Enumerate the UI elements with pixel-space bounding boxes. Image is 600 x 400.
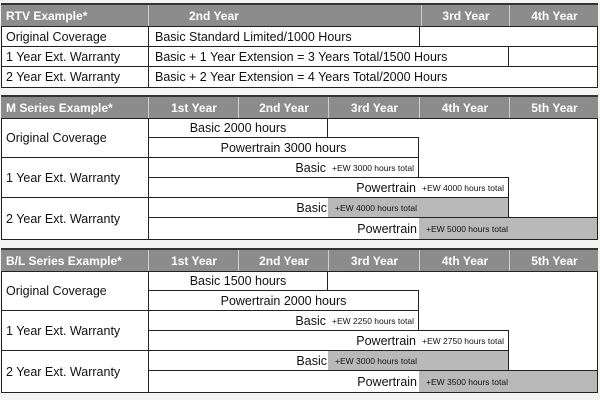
rtv-coverage-bar: Basic Standard Limited/1000 Hours [148,26,420,47]
m-ext1-label: 1 Year Ext. Warranty [1,157,149,198]
rtv-title: RTV Example* [6,8,88,23]
m-ext2-basic-bar: Basic +EW 4000 hours total [148,197,509,218]
rtv-year-2: 2nd Year [148,5,462,26]
bl-year-3: 3rd Year [328,250,420,271]
ew-label: +EW 2750 hours total [422,335,504,346]
ew-label: +EW 2250 hours total [332,315,414,326]
bl-year-1: 1st Year [148,250,239,271]
rtv-coverage-bar: Basic + 1 Year Extension = 3 Years Total… [148,46,509,67]
m-ext2-label: 2 Year Ext. Warranty [1,197,149,240]
ew-label: +EW 3500 hours total [426,376,508,387]
m-ext1-basic-bar: Basic +EW 3000 hours total [148,157,419,178]
m-ext2-powertrain-bar: Powertrain +EW 5000 hours total [148,217,598,240]
bl-year-2: 2nd Year [238,250,329,271]
rtv-empty-cell [419,26,598,47]
m-year-4: 4th Year [419,97,510,118]
m-year-3: 3rd Year [328,97,420,118]
m-powertrain-bar: Powertrain 3000 hours [148,137,419,158]
ew-label: +EW 3000 hours total [335,355,417,366]
rtv-row-label: 2 Year Ext. Warranty [1,66,149,88]
rtv-empty-cell [508,46,598,67]
rtv-row-label: Original Coverage [1,26,149,47]
bl-title: B/L Series Example* [6,253,122,268]
bl-ext1-powertrain-bar: Powertrain +EW 2750 hours total [148,330,509,351]
bl-ext1-label: 1 Year Ext. Warranty [1,310,149,351]
bl-header: B/L Series Example* 1st Year 2nd Year 3r… [1,248,598,271]
m-original-label: Original Coverage [1,118,149,158]
rtv-header: RTV Example* 2nd Year 3rd Year 4th Year [1,3,598,26]
powertrain-label: Powertrain [356,180,416,195]
bl-basic-bar: Basic 1500 hours [148,271,328,291]
bl-year-5: 5th Year [509,250,599,271]
m-basic-bar: Basic 2000 hours [148,118,328,138]
bl-original-label: Original Coverage [1,271,149,311]
rtv-row-label: 1 Year Ext. Warranty [1,46,149,67]
ew-label: +EW 5000 hours total [426,223,508,234]
powertrain-label: Powertrain [356,333,416,348]
m-ext1-powertrain-bar: Powertrain +EW 4000 hours total [148,177,509,198]
ew-label: +EW 4000 hours total [335,202,417,213]
m-year-5: 5th Year [509,97,599,118]
bl-ext2-label: 2 Year Ext. Warranty [1,350,149,393]
rtv-year-3: 3rd Year [421,5,510,26]
m-year-1: 1st Year [148,97,239,118]
ew-label: +EW 3000 hours total [332,162,414,173]
rtv-year-4: 4th Year [509,5,599,26]
bl-ext2-basic-bar: Basic +EW 3000 hours total [148,350,509,371]
rtv-coverage-bar: Basic + 2 Year Extension = 4 Years Total… [148,66,598,88]
ew-label: +EW 4000 hours total [422,182,504,193]
powertrain-label: Powertrain [357,374,417,389]
m-title: M Series Example* [6,100,113,115]
bl-year-4: 4th Year [419,250,510,271]
bl-ext1-basic-bar: Basic +EW 2250 hours total [148,310,419,331]
bl-powertrain-bar: Powertrain 2000 hours [148,290,419,311]
m-header: M Series Example* 1st Year 2nd Year 3rd … [1,95,598,118]
basic-label: Basic [295,160,326,175]
bl-ext2-powertrain-bar: Powertrain +EW 3500 hours total [148,370,598,393]
basic-label: Basic [296,200,327,215]
basic-label: Basic [295,313,326,328]
basic-label: Basic [296,353,327,368]
powertrain-label: Powertrain [357,221,417,236]
m-year-2: 2nd Year [238,97,329,118]
